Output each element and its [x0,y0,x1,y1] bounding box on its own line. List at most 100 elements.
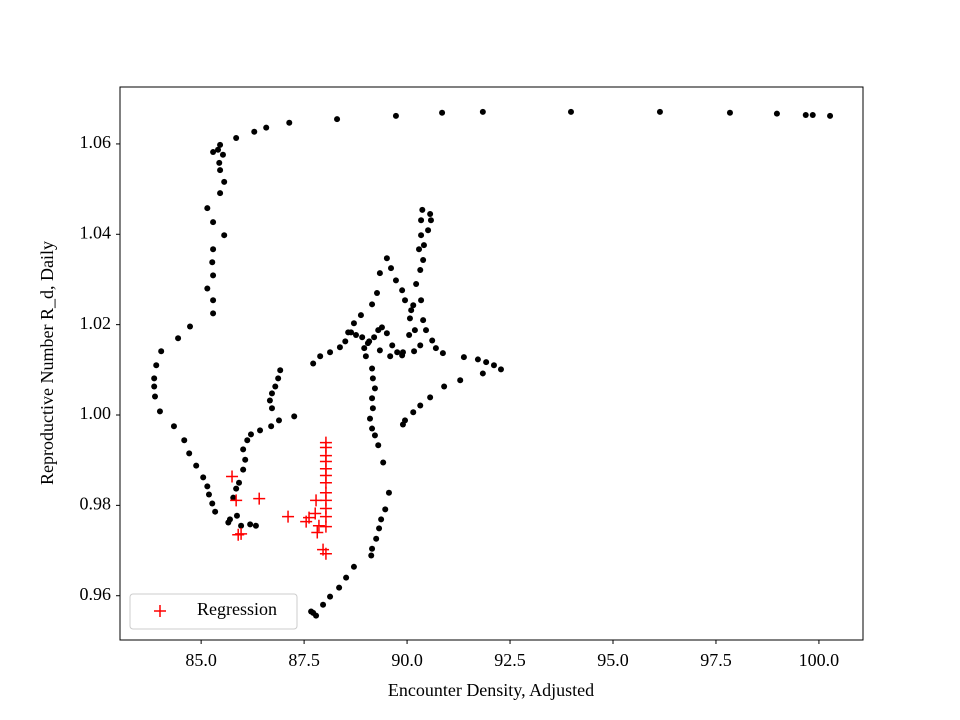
dot-point [158,348,165,355]
dot-point [336,584,343,591]
dot-point [368,552,375,559]
dot-point [217,141,224,148]
dot-point [425,227,432,234]
dot-point [212,508,219,515]
dot-point [567,108,574,115]
dot-point [152,393,159,400]
plus-point [311,526,324,539]
dot-point [153,362,160,369]
x-tick-label: 85.0 [185,650,217,670]
dot-point [479,370,486,377]
dot-point [374,290,381,297]
dot-point [369,375,376,382]
dot-point [399,287,406,294]
dot-point [427,217,434,224]
dot-point [275,375,282,382]
dot-point [247,521,254,528]
dot-point [457,377,464,384]
dot-point [408,307,415,314]
dot-point [420,317,427,324]
dot-point [367,415,374,422]
dot-point [382,506,389,513]
x-tick-label: 100.0 [799,650,840,670]
dot-point [236,479,243,486]
legend-label: Regression [197,599,277,619]
dot-point [268,405,275,412]
plus-point [319,547,332,560]
dot-point [366,338,373,345]
dot-point [268,423,275,430]
dot-point [193,462,200,469]
dot-point [320,601,327,608]
dot-point [186,450,193,457]
dot-point [406,332,413,339]
dot-point [170,423,177,430]
dot-point [327,593,334,600]
dot-point [392,277,399,284]
dot-point [217,167,224,174]
x-tick-label: 92.5 [494,650,526,670]
dot-point [378,516,385,523]
dot-point [773,110,780,117]
dot-point [399,349,406,356]
dot-point [216,159,223,166]
dot-point [383,330,390,337]
dot-point [277,367,284,374]
dot-point [656,108,663,115]
dot-point [357,312,364,319]
plus-point [319,520,332,533]
dot-point [217,190,224,197]
dot-point [413,280,420,287]
dot-point [210,246,217,253]
dot-point [410,302,417,309]
y-axis-label: Reproductive Number R_d, Daily [37,241,57,485]
plus-point [303,511,316,524]
dot-point [418,217,425,224]
dot-point [369,365,376,372]
dot-point [210,310,217,317]
x-axis-label: Encounter Density, Adjusted [388,680,594,700]
dot-point [204,205,211,212]
x-tick-label: 90.0 [391,650,423,670]
dot-point [240,466,247,473]
dot-point [204,285,211,292]
dot-point [369,301,376,308]
dot-point [726,109,733,116]
dot-point [317,353,324,360]
dot-point [439,350,446,357]
dot-point [827,112,834,119]
dot-point [418,297,425,304]
dot-point [244,437,251,444]
dot-point [221,178,228,185]
y-tick-label: 1.06 [80,132,112,152]
dot-point [272,383,279,390]
dot-point [371,385,378,392]
dot-point [420,242,427,249]
dot-point [362,353,369,360]
dot-point [327,349,334,356]
dot-point [420,257,427,264]
dot-point [460,354,467,361]
dot-point [490,362,497,369]
dot-point [359,334,366,341]
dot-point [394,349,401,356]
dot-point [200,474,207,481]
dot-point [802,112,809,119]
dot-point [399,421,406,428]
dot-point [286,119,293,126]
dot-point [387,353,394,360]
dot-point [175,335,182,342]
dot-point [419,206,426,213]
dot-point [411,327,418,334]
dot-point [204,483,211,490]
dot-point [308,608,315,615]
y-tick-label: 0.98 [80,493,112,513]
dot-point [389,342,396,349]
dot-point [242,456,249,463]
dot-point [373,535,380,542]
dot-point [371,334,378,341]
dot-point [392,112,399,119]
plot-frame [119,86,864,641]
dot-point [352,332,359,339]
